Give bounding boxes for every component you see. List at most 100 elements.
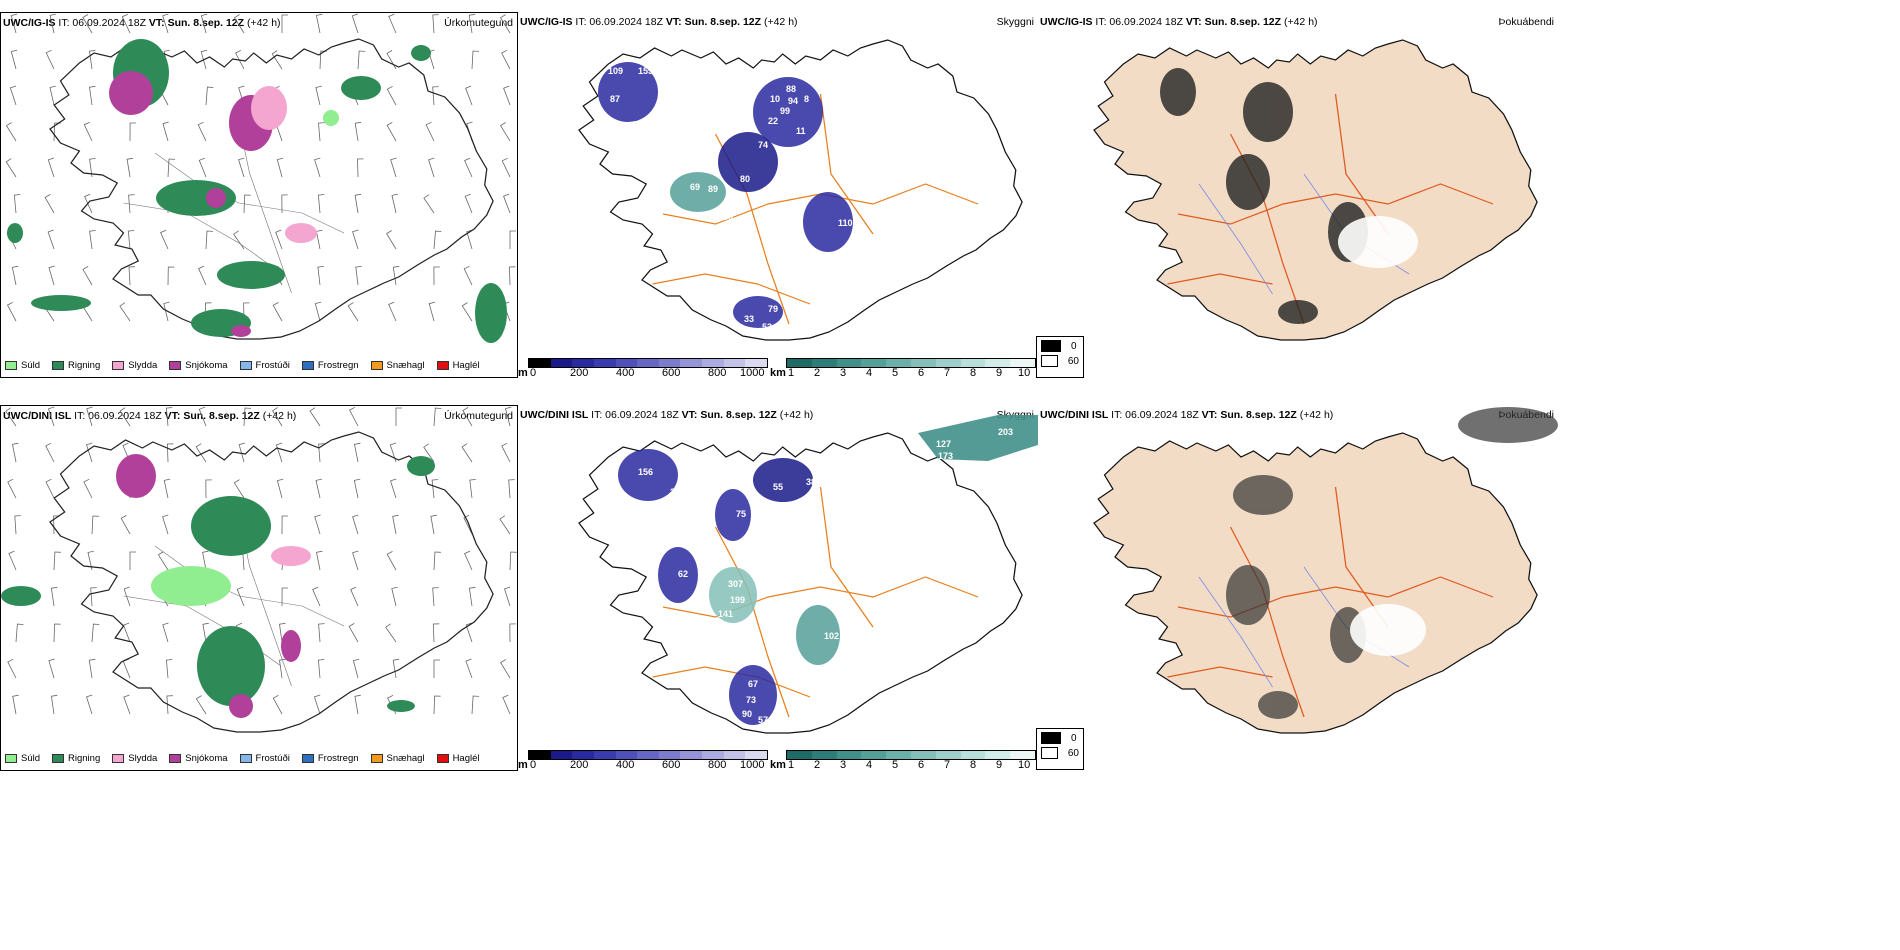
legend-item: Haglél <box>436 360 480 371</box>
wind-barb <box>48 265 55 286</box>
ceiling-map: 156 22 55 38 75 39 62 307 199 141 152 102 67 73 90 57 12… <box>578 415 1038 734</box>
colorbar-step <box>745 751 768 759</box>
wind-barb <box>233 14 245 34</box>
wind-barb <box>389 478 397 499</box>
wind-barb <box>275 229 283 250</box>
wind-barb <box>162 13 169 34</box>
wind-barb <box>119 407 131 427</box>
wind-barb <box>272 407 283 427</box>
wind-barb <box>198 157 207 178</box>
wind-barb <box>87 550 94 571</box>
swatch-fog-60 <box>1041 747 1058 759</box>
wind-barb <box>386 551 397 571</box>
legend-item: Haglél <box>436 753 480 764</box>
colorbar-step <box>985 359 1011 367</box>
colorbar-step <box>811 751 837 759</box>
fog-label-60: 60 <box>1067 747 1079 759</box>
visibility-unit: km <box>770 367 786 379</box>
wind-barb <box>317 194 325 214</box>
wind-barb <box>5 122 17 142</box>
wind-barb <box>279 658 286 679</box>
cloudbase-value-label: 73 <box>746 695 756 705</box>
wind-barb <box>465 658 473 679</box>
legend-item: Frostúði <box>239 360 290 371</box>
tick: 5 <box>892 367 899 379</box>
wind-barb <box>500 659 511 679</box>
swatch-fog-0 <box>1041 732 1061 744</box>
cloudbase-value-label: 80 <box>740 174 750 184</box>
colorbar-step <box>745 359 768 367</box>
wind-barb <box>83 478 93 499</box>
cloudbase-value-label: 53 <box>762 322 772 332</box>
colorbar-step <box>637 359 659 367</box>
wind-barb <box>354 193 362 214</box>
wind-barb <box>432 86 439 106</box>
wind-barb <box>5 407 17 427</box>
wind-barb <box>433 659 440 678</box>
colorbar-step <box>935 751 961 759</box>
cloudbase-value-label: 75 <box>736 509 746 519</box>
wind-barb <box>128 194 135 214</box>
panel-header: UWC/DINI ISL IT: 06.09.2024 18Z VT: Sun.… <box>3 410 297 422</box>
wind-barb <box>352 229 359 250</box>
panel-header: UWC/DINI ISL IT: 06.09.2024 18Z VT: Sun.… <box>520 409 814 421</box>
fog-map <box>1093 407 1558 734</box>
tick: 7 <box>944 759 951 771</box>
legend-item: Frostregn <box>301 753 359 764</box>
colorbar-step <box>811 359 837 367</box>
wind-barb <box>7 478 17 499</box>
colorbar-step <box>615 751 638 759</box>
wind-barb <box>129 551 136 570</box>
wind-barb <box>85 694 93 715</box>
wind-barb <box>357 158 364 178</box>
wind-barb <box>45 49 55 70</box>
wind-barb <box>463 514 473 535</box>
tick: 4 <box>866 367 873 379</box>
wind-barb <box>352 514 359 535</box>
wind-barb <box>281 515 289 535</box>
wind-barb <box>14 515 21 535</box>
swatch-snow <box>169 361 182 370</box>
colorbar-step <box>1010 751 1035 759</box>
tick: 9 <box>996 759 1003 771</box>
wind-barb <box>167 158 176 178</box>
wind-barb <box>501 49 511 70</box>
wind-barb <box>166 695 173 715</box>
wind-barb <box>433 695 441 715</box>
wind-barb <box>348 623 359 643</box>
colorbar-step <box>787 359 812 367</box>
wind-barb <box>509 230 516 249</box>
swatch-snow-pellets <box>370 361 383 370</box>
wind-barb <box>47 157 55 178</box>
wind-barb <box>82 266 93 286</box>
wind-barb <box>281 587 289 607</box>
colorbar-step <box>550 359 573 367</box>
wind-barb <box>468 586 476 607</box>
swatch-freezing-drizzle <box>239 361 252 370</box>
tick: 600 <box>662 759 681 771</box>
wind-barb <box>471 50 480 70</box>
colorbar-step <box>529 359 551 367</box>
colorbar-step <box>615 359 638 367</box>
wind-barb <box>11 265 19 286</box>
wind-barb <box>502 694 511 715</box>
wind-barb <box>10 49 18 70</box>
wind-barb <box>44 194 55 214</box>
wind-barb <box>503 193 511 214</box>
wind-barb <box>317 266 324 286</box>
cloudbase-value-label: 110 <box>838 218 853 228</box>
colorbar-step <box>787 751 812 759</box>
wind-barb <box>160 229 169 250</box>
wind-barb <box>165 659 173 679</box>
legend-item: Slydda <box>112 360 157 371</box>
cloudbase-value-label: 69 <box>690 182 700 192</box>
colorbar-step <box>910 751 936 759</box>
wind-barb <box>195 695 207 715</box>
colorbar-step <box>836 751 862 759</box>
wind-barb <box>202 550 209 571</box>
wind-barb <box>461 302 473 322</box>
panel-title: Úrkomutegund <box>444 17 513 29</box>
wind-barb <box>386 122 397 142</box>
wind-barb <box>6 301 17 322</box>
wind-barb <box>431 479 439 499</box>
